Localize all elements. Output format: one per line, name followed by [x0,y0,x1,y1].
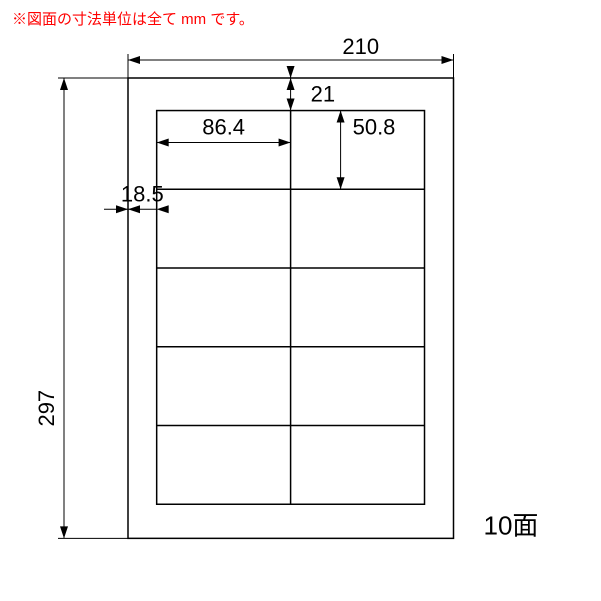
unit-note: ※図面の寸法単位は全て mm です。 [12,10,254,28]
face-count-label: 10面 [484,510,539,540]
dim-cell-width: 86.4 [202,115,245,140]
dim-page-height: 297 [34,390,59,427]
dim-top-margin: 21 [311,81,335,106]
dim-page-width: 210 [342,34,379,59]
dim-left-margin: 18.5 [121,181,164,206]
dim-cell-height: 50.8 [353,115,396,140]
